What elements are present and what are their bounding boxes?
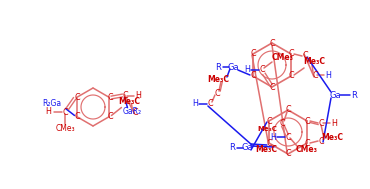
Text: R₂Ga: R₂Ga xyxy=(42,99,61,108)
Text: C: C xyxy=(207,99,213,108)
Text: C: C xyxy=(288,71,294,81)
Text: C: C xyxy=(259,66,265,74)
Text: Me₃C: Me₃C xyxy=(207,75,229,84)
Text: C: C xyxy=(285,132,291,142)
Text: Me₃C: Me₃C xyxy=(321,132,343,142)
Text: C: C xyxy=(285,105,291,115)
Text: C: C xyxy=(108,93,113,102)
Text: C: C xyxy=(132,108,138,117)
Text: Me₃C: Me₃C xyxy=(118,97,141,106)
Text: C: C xyxy=(122,91,128,100)
Text: CMe₃: CMe₃ xyxy=(56,124,75,133)
Text: C: C xyxy=(318,136,324,146)
Text: R: R xyxy=(215,63,221,71)
Text: Ga: Ga xyxy=(329,91,341,99)
Text: Me₃C: Me₃C xyxy=(257,126,277,132)
Text: C: C xyxy=(108,112,113,121)
Text: C: C xyxy=(250,50,256,59)
Text: C: C xyxy=(288,50,294,59)
Text: C: C xyxy=(214,88,220,98)
Text: H: H xyxy=(331,119,337,128)
Text: H: H xyxy=(244,66,250,74)
Text: H: H xyxy=(192,99,198,108)
Text: C: C xyxy=(269,83,275,91)
Text: H: H xyxy=(46,107,51,116)
Text: R: R xyxy=(229,143,235,153)
Text: C: C xyxy=(304,116,310,125)
Text: C: C xyxy=(75,93,80,102)
Text: C: C xyxy=(269,39,275,47)
Text: C: C xyxy=(266,116,272,125)
Text: GaR₂: GaR₂ xyxy=(123,107,142,116)
Text: H: H xyxy=(325,70,331,80)
Text: CMe₃: CMe₃ xyxy=(272,53,294,63)
Text: R: R xyxy=(351,91,357,99)
Text: C: C xyxy=(75,112,80,121)
Text: H: H xyxy=(135,91,141,100)
Text: Ga: Ga xyxy=(227,63,239,71)
Text: C: C xyxy=(304,139,310,147)
Text: C: C xyxy=(312,70,318,80)
Text: Ga: Ga xyxy=(241,143,253,153)
Text: CMe₃: CMe₃ xyxy=(296,145,318,153)
Text: Me₃C: Me₃C xyxy=(255,145,277,153)
Text: H: H xyxy=(270,132,276,142)
Text: Me₃C: Me₃C xyxy=(303,57,325,67)
Text: C: C xyxy=(63,108,68,117)
Text: C: C xyxy=(285,149,291,159)
Text: C: C xyxy=(266,139,272,147)
Text: C: C xyxy=(302,51,308,60)
Text: C: C xyxy=(318,119,324,128)
Text: C: C xyxy=(250,71,256,81)
Text: C: C xyxy=(279,119,285,129)
